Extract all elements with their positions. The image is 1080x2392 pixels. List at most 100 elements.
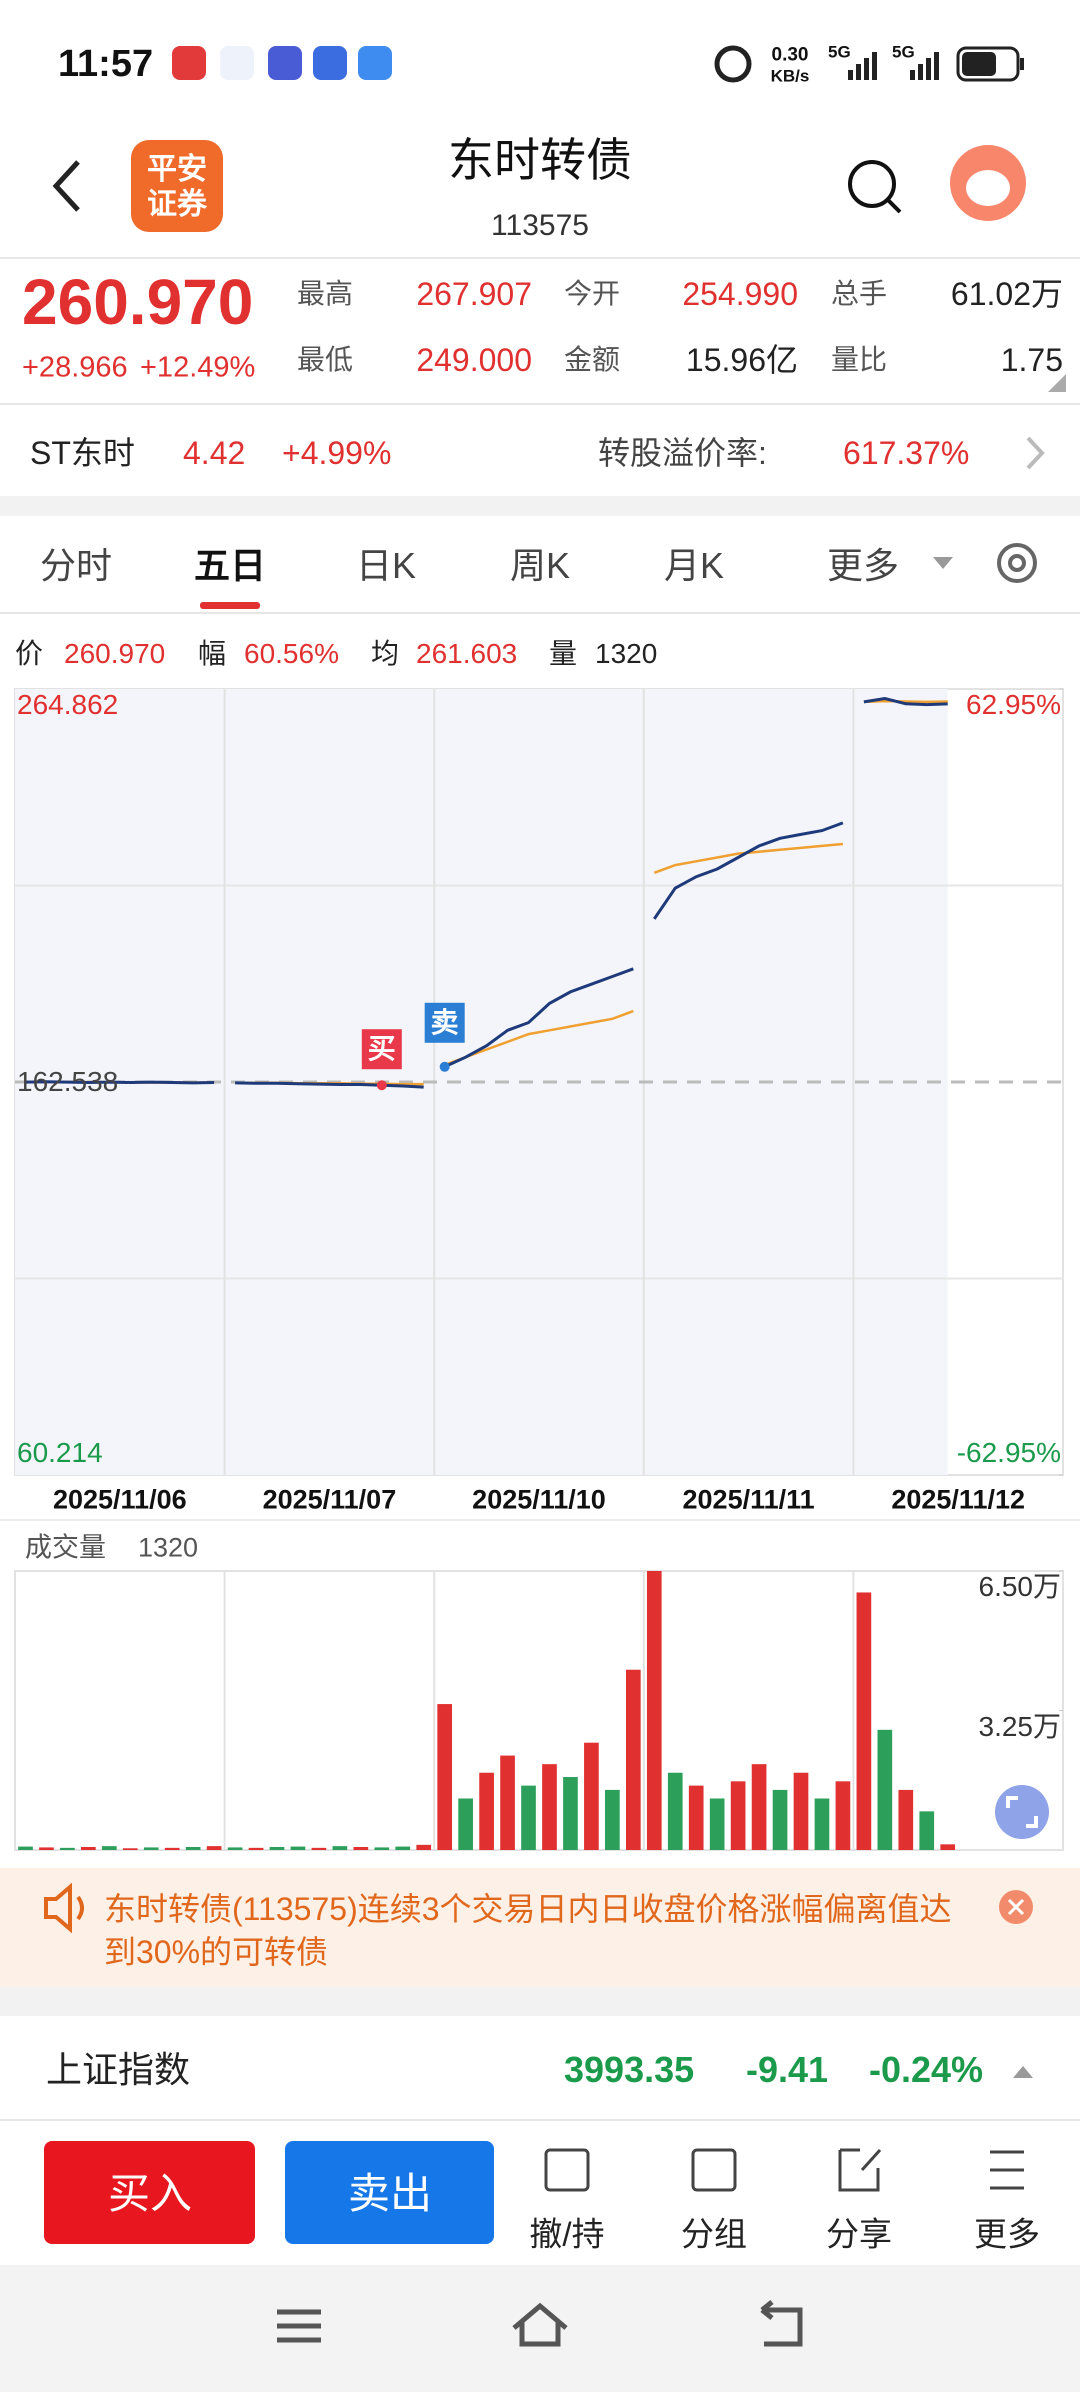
- tool-label[interactable]: 分组: [681, 2215, 747, 2253]
- volume-bar: [709, 1798, 725, 1850]
- y2-tick-label: -62.95%: [956, 1437, 1061, 1468]
- volume-bar: [584, 1742, 599, 1850]
- trade-dot: [439, 1061, 450, 1072]
- title: 东时转债: [448, 134, 632, 186]
- alarm-icon: [714, 45, 752, 83]
- tab[interactable]: 更多: [826, 545, 900, 586]
- close-notice[interactable]: [999, 1890, 1033, 1924]
- volume-bar: [458, 1798, 473, 1850]
- tab[interactable]: 日K: [355, 545, 417, 586]
- settings-icon[interactable]: [997, 543, 1037, 583]
- logo: [131, 140, 223, 232]
- volume-bar: [353, 1846, 369, 1850]
- volume-bar: [18, 1846, 33, 1850]
- stat-value: 254.990: [682, 276, 798, 312]
- stat-label: 量比: [831, 344, 888, 375]
- tab[interactable]: 周K: [509, 545, 571, 586]
- volume-bar: [374, 1847, 390, 1850]
- tab[interactable]: 月K: [663, 545, 725, 586]
- volume-bar: [625, 1669, 641, 1850]
- net-type: 5G: [892, 42, 915, 62]
- tool-label[interactable]: 撤/持: [529, 2215, 605, 2253]
- trade-label: 卖: [430, 1006, 459, 1038]
- volume-bar: [940, 1844, 956, 1850]
- notice-text: 东时转债(113575)连续3个交易日内日收盘价格涨幅偏离值达到30%的可转债: [104, 1891, 952, 1970]
- code: 113575: [491, 209, 589, 242]
- volume-bar: [479, 1772, 494, 1850]
- logo-text: 证券: [147, 188, 207, 221]
- clock: 11:57: [58, 43, 154, 85]
- stock-price: 4.42: [183, 435, 246, 471]
- signal-icons: [848, 46, 1024, 82]
- more-triangle[interactable]: [933, 557, 953, 569]
- y-tick-label: 264.862: [17, 689, 119, 720]
- net-type: 5G: [828, 42, 851, 62]
- tool-icons: [544, 2148, 1024, 2192]
- volume-bar: [667, 1772, 683, 1850]
- avatar[interactable]: [950, 145, 1026, 221]
- volume-bar: [877, 1729, 893, 1850]
- back-icon[interactable]: [52, 160, 80, 212]
- notice-banner: [0, 1868, 1080, 1987]
- tool-label[interactable]: 更多: [974, 2215, 1040, 2253]
- index-value: 3993.35: [564, 2049, 695, 2090]
- stat-value: 249.000: [416, 342, 532, 378]
- net-speed: 0.30: [771, 44, 809, 66]
- nav-icons[interactable]: [277, 2300, 803, 2347]
- app-icons: [172, 46, 392, 80]
- volume-bar: [814, 1798, 830, 1850]
- change: +28.966: [22, 351, 128, 384]
- info-value: 261.603: [416, 638, 518, 669]
- volume-bar: [437, 1704, 453, 1850]
- info-label: 幅: [198, 638, 227, 669]
- buy-button[interactable]: [44, 2141, 255, 2244]
- volume-bar: [185, 1846, 201, 1850]
- volume-bar: [898, 1789, 914, 1850]
- trade-label: 买: [367, 1033, 396, 1065]
- search-icon[interactable]: [848, 160, 902, 214]
- tab[interactable]: 五日: [193, 545, 267, 586]
- index-change-pct: -0.24%: [869, 2049, 984, 2090]
- index-triangle[interactable]: [1013, 2066, 1033, 2078]
- sell-label[interactable]: 卖出: [347, 2170, 433, 2217]
- volume-bar: [164, 1847, 180, 1850]
- volume-bar: [500, 1755, 515, 1850]
- index-change: -9.41: [746, 2049, 829, 2090]
- x-tick-label: 2025/11/10: [472, 1484, 606, 1515]
- stock-name: ST东时: [30, 435, 135, 471]
- trade-dot: [376, 1080, 387, 1091]
- volume-bar: [81, 1846, 96, 1850]
- info-value: 60.56%: [244, 638, 339, 669]
- volume-bar: [311, 1847, 327, 1850]
- y-tick-label: 60.214: [17, 1437, 103, 1468]
- premium-label: 转股溢价率:: [598, 435, 767, 471]
- x-tick-label: 2025/11/06: [52, 1484, 187, 1515]
- stat-value: 267.907: [416, 276, 532, 312]
- tab[interactable]: 分时: [39, 545, 113, 586]
- trade-badge: [424, 1002, 465, 1043]
- corner-triangle: [1048, 374, 1066, 392]
- expand-button[interactable]: [995, 1785, 1049, 1839]
- premium-value: 617.37%: [843, 435, 970, 471]
- volume-label: 成交量: [25, 1532, 106, 1563]
- x-tick-label: 2025/11/07: [262, 1484, 397, 1515]
- volume-bar: [248, 1847, 264, 1850]
- stat-label: 最高: [297, 278, 354, 309]
- chevron[interactable]: [1026, 436, 1045, 470]
- volume-bar: [688, 1785, 704, 1850]
- volume-bar: [416, 1844, 432, 1850]
- buy-label[interactable]: 买入: [107, 2170, 193, 2217]
- tool-label[interactable]: 分享: [826, 2215, 892, 2253]
- volume-bar: [542, 1764, 557, 1850]
- index-name: 上证指数: [46, 2049, 191, 2090]
- volume-bar: [772, 1789, 788, 1850]
- sell-button[interactable]: [285, 2141, 494, 2244]
- stat-value: 61.02万: [950, 276, 1063, 312]
- info-label: 价: [15, 638, 44, 669]
- volume-bar: [646, 1571, 662, 1850]
- trade-badge: [361, 1029, 402, 1070]
- x-tick-label: 2025/11/12: [891, 1484, 1026, 1515]
- volume-bar: [206, 1846, 222, 1850]
- speaker-icon: [44, 1882, 84, 1934]
